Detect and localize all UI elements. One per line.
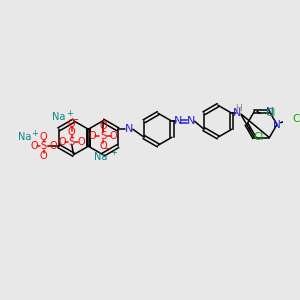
Text: O: O [31, 141, 38, 151]
Text: O: O [68, 118, 76, 129]
Text: O: O [68, 127, 76, 137]
Text: H: H [235, 104, 242, 113]
Text: N: N [187, 116, 195, 126]
Text: −: − [103, 145, 110, 154]
Text: O: O [89, 131, 96, 141]
Text: S: S [41, 141, 47, 151]
Text: +: + [66, 109, 73, 118]
Text: Na: Na [18, 132, 32, 142]
Text: N: N [266, 107, 274, 117]
Text: O: O [99, 122, 107, 131]
Text: −: − [71, 115, 80, 125]
Text: +: + [31, 128, 38, 137]
Text: S: S [100, 131, 106, 141]
Text: Na: Na [52, 112, 65, 122]
Text: O: O [50, 141, 57, 151]
Text: Cl: Cl [266, 108, 276, 118]
Text: O: O [99, 141, 107, 151]
Text: Cl: Cl [253, 132, 264, 142]
Text: S: S [69, 136, 75, 146]
Text: O: O [58, 136, 66, 146]
Text: O: O [77, 136, 85, 146]
Text: Na: Na [94, 152, 108, 162]
Text: N: N [125, 124, 133, 134]
Text: O: O [110, 131, 117, 141]
Text: N: N [173, 116, 182, 126]
Text: O: O [40, 151, 48, 161]
Text: O: O [40, 132, 48, 142]
Text: N: N [233, 108, 242, 118]
Text: Cl: Cl [292, 114, 300, 124]
Text: +: + [110, 148, 117, 157]
Text: N: N [273, 119, 281, 130]
